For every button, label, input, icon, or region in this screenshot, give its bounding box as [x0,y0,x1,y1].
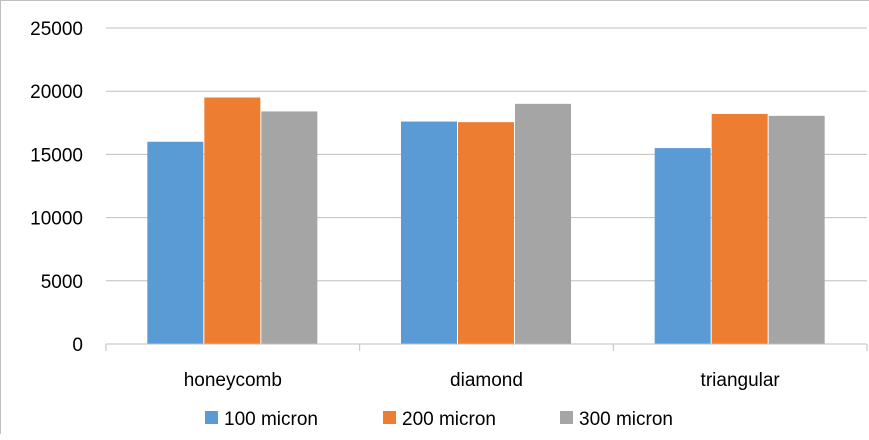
bar-honeycomb-2 [261,111,318,344]
bar-honeycomb-0 [147,141,204,344]
y-tick-label: 10000 [30,209,83,230]
bar-triangular-0 [654,148,711,344]
legend-label: 100 micron [224,409,318,430]
bar-diamond-2 [515,103,571,344]
legend-label: 300 micron [579,409,673,430]
legend-swatch [383,411,396,424]
y-tick-label: 0 [72,335,83,356]
axes: 0 5000 10000 15000 20000 25000 honeycomb diamon… [30,19,868,391]
y-tick-label: 15000 [30,145,83,166]
y-tick-label: 25000 [30,19,83,40]
bars [147,97,825,345]
bar-diamond-1 [458,122,514,344]
legend-swatch [205,411,218,424]
x-tick-label: triangular [701,370,781,391]
bar-triangular-2 [768,115,825,345]
x-tick-label: diamond [450,370,523,391]
bar-diamond-0 [401,121,457,344]
y-tick-label: 20000 [30,82,83,103]
legend: 100 micron 200 micron 300 micron [205,409,673,430]
legend-label: 200 micron [402,409,496,430]
bar-honeycomb-1 [204,97,261,345]
x-tick-label: honeycomb [184,370,282,391]
legend-swatch [560,411,573,424]
bar-triangular-1 [711,113,768,345]
y-tick-label: 5000 [41,272,83,293]
